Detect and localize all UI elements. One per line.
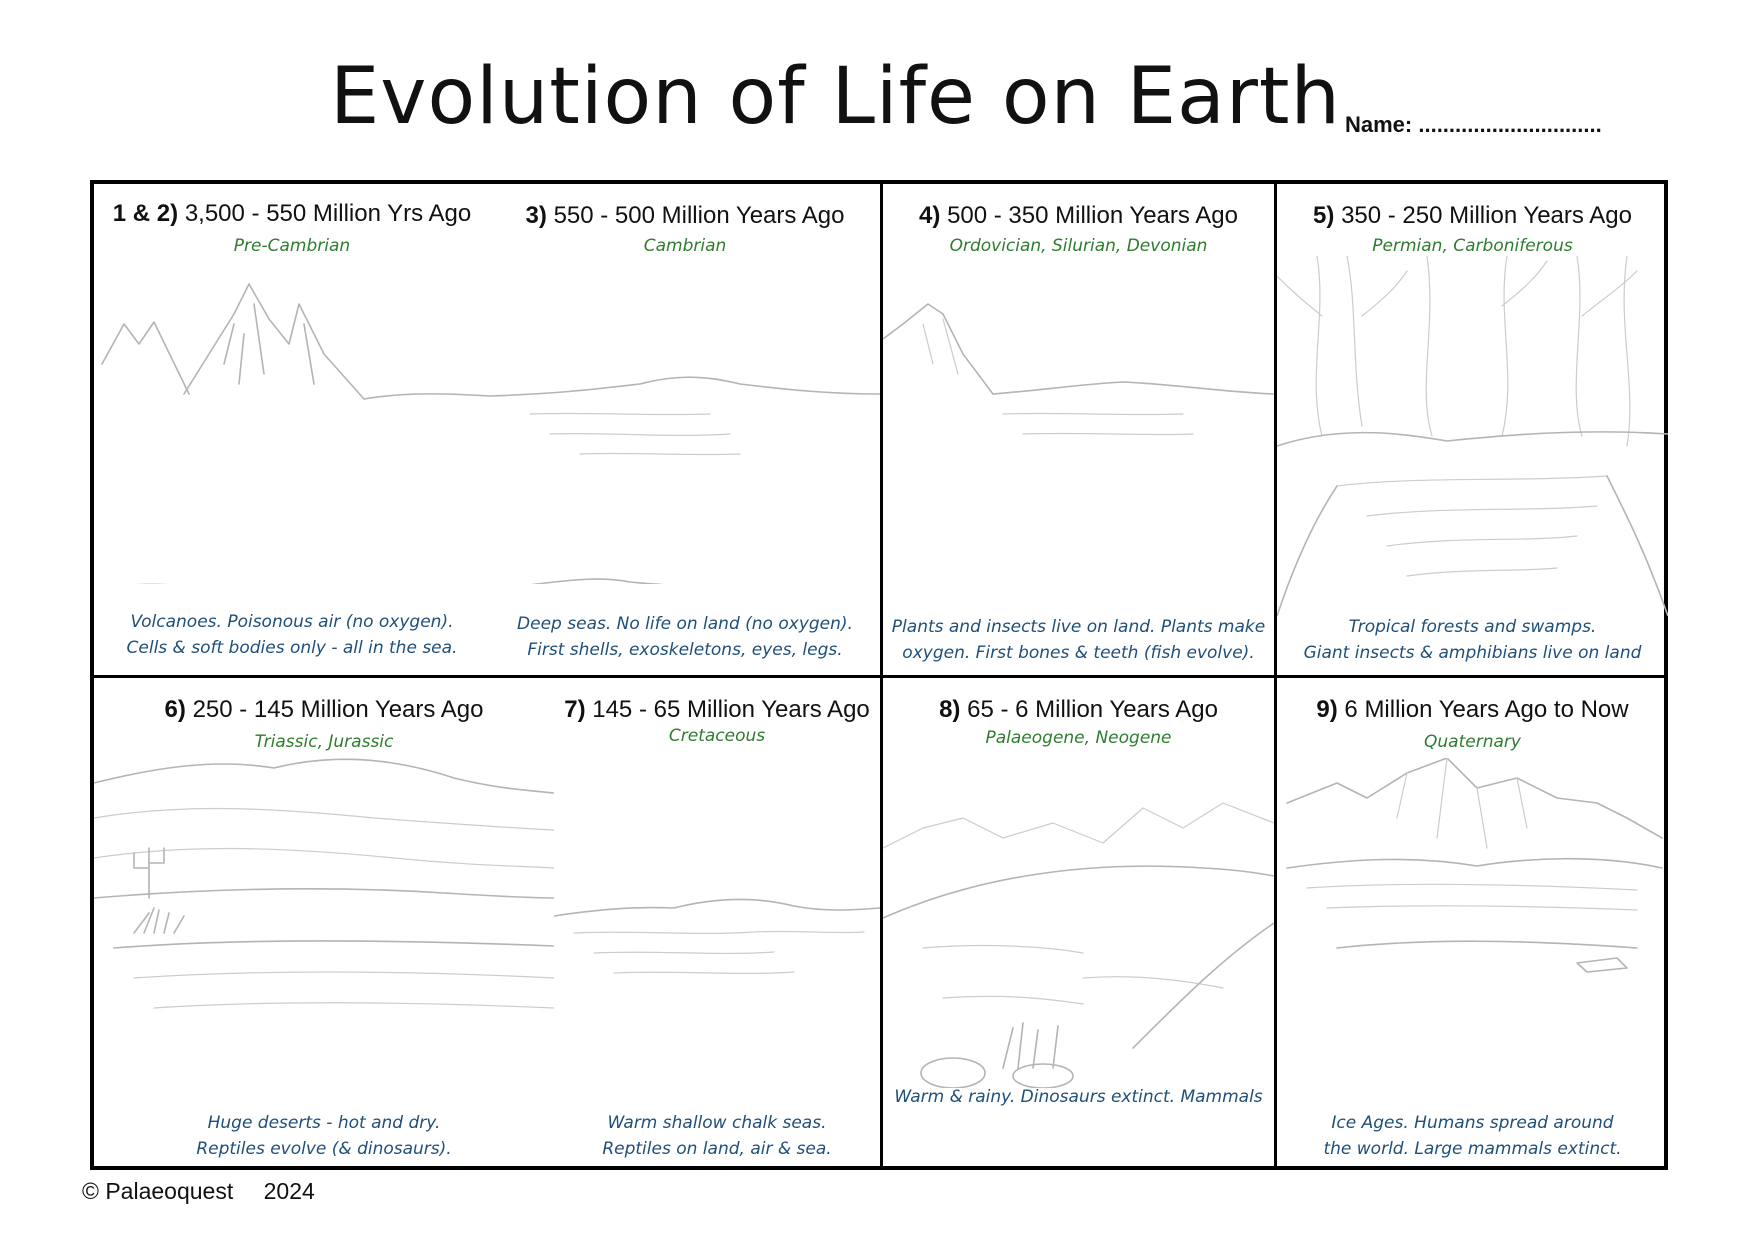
grassland-mountains-sketch [883,802,1274,1088]
panel-number: 9) [1316,696,1338,723]
panel-cambrian: 3) 550 - 500 Million Years Ago Cambrian … [490,184,880,674]
swamp-forest-sketch [1277,256,1668,616]
caption-line: First shells, exoskeletons, eyes, legs. [527,640,843,660]
coast-mountain-sketch [883,303,1274,436]
name-field[interactable]: Name: .............................. [1345,112,1602,137]
copyright-footer: © Palaeoquest 2024 [82,1178,315,1205]
panel-date-range: 250 - 145 Million Years Ago [192,696,484,723]
panel-date-range: 65 - 6 Million Years Ago [967,696,1218,723]
copyright-year: 2024 [263,1178,315,1204]
period-name: Quaternary [1424,732,1521,752]
sea-waves-sketch [490,376,880,584]
caption-line: Cells & soft bodies only - all in the se… [126,638,458,658]
panel-number: 4) [919,202,941,229]
shallow-sea-sketch [554,898,880,975]
period-name: Triassic, Jurassic [254,732,394,752]
timeline-grid: 1 & 2) 3,500 - 550 Million Yrs Ago Pre-C… [90,180,1668,1170]
panel-date-range: 6 Million Years Ago to Now [1344,696,1629,723]
caption-line: Warm shallow chalk seas. [607,1113,827,1133]
period-name: Cretaceous [668,726,766,746]
panel-date-range: 550 - 500 Million Years Ago [553,202,845,229]
caption-line: Tropical forests and swamps. [1348,617,1597,637]
panel-precambrian: 1 & 2) 3,500 - 550 Million Yrs Ago Pre-C… [94,184,490,674]
panel-date-range: 145 - 65 Million Years Ago [592,696,870,723]
caption-line: Volcanoes. Poisonous air (no oxygen). [130,612,454,632]
panel-number: 3) [525,202,547,229]
panel-cretaceous: 7) 145 - 65 Million Years Ago Cretaceous… [554,678,880,1170]
caption-line: Huge deserts - hot and dry. [207,1113,441,1133]
panel-date-range: 350 - 250 Million Years Ago [1341,202,1632,229]
panel-number: 7) [564,696,586,723]
ice-age-mountains-sketch [1286,758,1663,973]
divider-horizontal [94,675,1664,678]
panel-quaternary: 9) 6 Million Years Ago to Now Quaternary… [1277,678,1668,1170]
period-name: Ordovician, Silurian, Devonian [949,236,1208,256]
caption-line: the world. Large mammals extinct. [1323,1139,1622,1159]
caption-line: oxygen. First bones & teeth (fish evolve… [902,643,1255,663]
caption-line: Reptiles evolve (& dinosaurs). [196,1139,452,1159]
period-name: Palaeogene, Neogene [985,728,1172,748]
panel-number: 6) [164,696,186,723]
caption-line: Ice Ages. Humans spread around [1331,1113,1614,1133]
volcano-mountains-sketch [101,283,490,584]
copyright-text: © Palaeoquest [82,1178,234,1204]
period-name: Cambrian [643,236,727,256]
caption-line: Giant insects & amphibians live on land [1303,643,1642,663]
period-name: Pre-Cambrian [233,236,351,256]
panel-carboniferous: 5) 350 - 250 Million Years Ago Permian, … [1277,184,1668,674]
caption-line: Warm & rainy. Dinosaurs extinct. Mammals [894,1087,1263,1107]
caption-line: Deep seas. No life on land (no oxygen). [517,614,853,634]
desert-dunes-sketch [94,758,554,1009]
panel-date-range: 3,500 - 550 Million Yrs Ago [184,200,472,227]
panel-date-range: 500 - 350 Million Years Ago [947,202,1238,229]
panel-devonian: 4) 500 - 350 Million Years Ago Ordovicia… [883,184,1274,674]
panel-number: 1 & 2) [112,200,179,227]
period-name: Permian, Carboniferous [1372,236,1573,256]
caption-line: Plants and insects live on land. Plants … [891,617,1266,637]
panel-jurassic: 6) 250 - 145 Million Years Ago Triassic,… [94,678,554,1170]
caption-line: Reptiles on land, air & sea. [602,1139,832,1159]
panel-number: 8) [939,696,961,723]
page-title: Evolution of Life on Earth [330,52,1341,142]
panel-neogene: 8) 65 - 6 Million Years Ago Palaeogene, … [883,678,1274,1170]
panel-number: 5) [1313,202,1335,229]
